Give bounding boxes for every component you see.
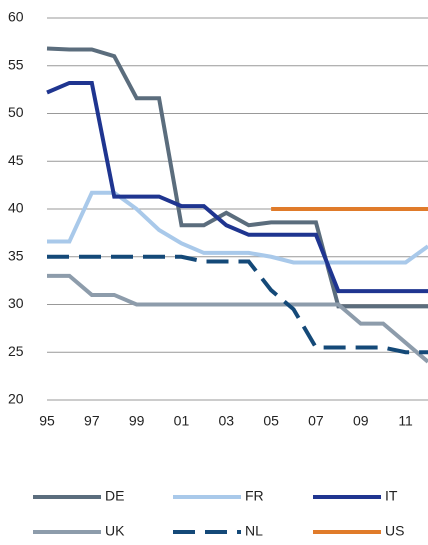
legend-label: NL	[245, 523, 263, 539]
legend-label: DE	[105, 488, 124, 504]
y-tick-label: 55	[8, 56, 24, 72]
series-line	[47, 254, 428, 355]
y-tick-label: 25	[8, 343, 24, 359]
x-tick-label: 09	[353, 413, 369, 429]
series-line	[46, 46, 428, 309]
x-tick-label: 95	[39, 413, 55, 429]
series-line	[46, 80, 428, 294]
x-tick-label: 07	[308, 413, 324, 429]
y-tick-label: 40	[8, 200, 24, 216]
y-tick-label: 45	[8, 152, 24, 168]
series-line	[47, 190, 428, 265]
legend-label: FR	[245, 488, 264, 504]
x-tick-label: 97	[84, 413, 100, 429]
series-line	[47, 273, 428, 364]
x-tick-label: 05	[263, 413, 279, 429]
legend-label: UK	[105, 523, 125, 539]
y-tick-label: 50	[8, 104, 24, 120]
x-tick-label: 99	[129, 413, 145, 429]
x-tick-label: 01	[174, 413, 190, 429]
x-tick-label: 03	[219, 413, 235, 429]
x-tick-label: 11	[398, 413, 413, 429]
y-tick-label: 35	[8, 247, 24, 263]
legend-label: US	[385, 523, 404, 539]
legend-label: IT	[385, 488, 398, 504]
y-tick-label: 20	[8, 391, 24, 407]
y-tick-label: 30	[8, 295, 24, 311]
y-tick-label: 60	[8, 9, 24, 25]
